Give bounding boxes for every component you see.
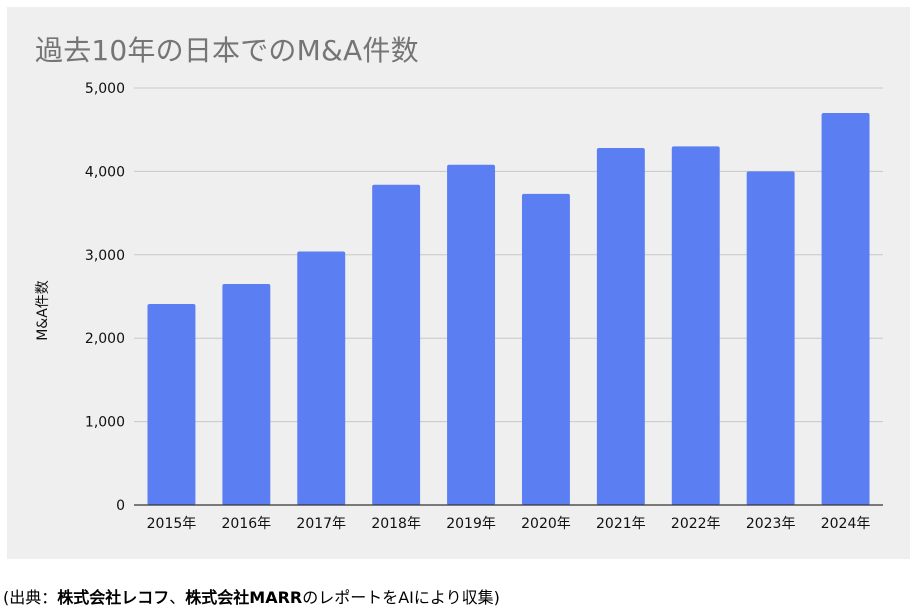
- y-tick-label: 2,000: [85, 331, 125, 347]
- x-tick-label: 2016年: [222, 516, 272, 532]
- x-tick-label: 2019年: [446, 516, 496, 532]
- bar: [746, 171, 795, 505]
- y-axis-title: M&A件数: [35, 280, 51, 341]
- y-tick-label: 5,000: [85, 81, 125, 97]
- x-tick-label: 2018年: [371, 516, 421, 532]
- x-tick-label: 2015年: [147, 516, 197, 532]
- x-tick-label: 2017年: [296, 516, 346, 532]
- x-tick-label: 2022年: [671, 516, 721, 532]
- caption-source-recof: 株式会社レコフ: [57, 588, 170, 607]
- y-tick-label: 3,000: [85, 248, 125, 264]
- bar: [596, 148, 645, 505]
- caption-rest: のレポートをAIにより収集): [302, 588, 500, 607]
- x-tick-label: 2021年: [596, 516, 646, 532]
- caption-source-marr: 株式会社MARR: [185, 588, 303, 607]
- caption-open: (出典：: [3, 588, 58, 607]
- y-tick-label: 1,000: [85, 415, 125, 431]
- bar: [521, 193, 570, 505]
- bar: [372, 184, 421, 505]
- caption-separator: 、: [169, 588, 186, 607]
- x-tick-label: 2023年: [746, 516, 796, 532]
- y-tick-label: 4,000: [85, 164, 125, 180]
- source-caption: (出典：株式会社レコフ、株式会社MARRのレポートをAIにより収集): [3, 584, 500, 608]
- bar: [671, 146, 720, 505]
- bar: [297, 251, 346, 505]
- chart-panel: 過去10年の日本でのM&A件数 0 1,000 2,000 3,000 4,000 5,0…: [7, 7, 910, 559]
- bar: [222, 283, 271, 505]
- bar: [147, 304, 196, 505]
- x-tick-label: 2020年: [521, 516, 571, 532]
- chart-title: 過去10年の日本でのM&A件数: [35, 34, 419, 67]
- bar: [821, 113, 870, 506]
- x-tick-label: 2024年: [821, 516, 871, 532]
- y-tick-label: 0: [116, 498, 125, 514]
- bar-chart: 0 1,000 2,000 3,000 4,000 5,000 2015年 2016年 2017…: [35, 81, 883, 532]
- bar: [447, 164, 496, 505]
